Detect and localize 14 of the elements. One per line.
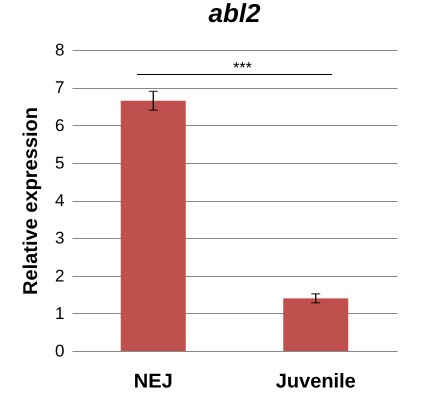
y-tick-label: 6 — [55, 116, 64, 135]
y-tick-label: 3 — [55, 228, 64, 248]
y-tick-label: 8 — [55, 40, 64, 60]
annotation: *** — [233, 60, 252, 77]
x-tick-label: Juvenile — [276, 370, 356, 392]
y-tick-label: 2 — [55, 266, 64, 286]
y-tick-label: 7 — [55, 78, 64, 98]
y-tick-label: 1 — [55, 304, 64, 323]
chart-title: abl2 — [208, 0, 262, 28]
y-tick-label: 5 — [55, 153, 64, 172]
y-tick-label: 0 — [55, 342, 64, 360]
x-tick-label: NEJ — [134, 370, 173, 392]
y-tick-label: 4 — [55, 191, 64, 210]
y-axis-title: Relative expression — [20, 107, 42, 295]
